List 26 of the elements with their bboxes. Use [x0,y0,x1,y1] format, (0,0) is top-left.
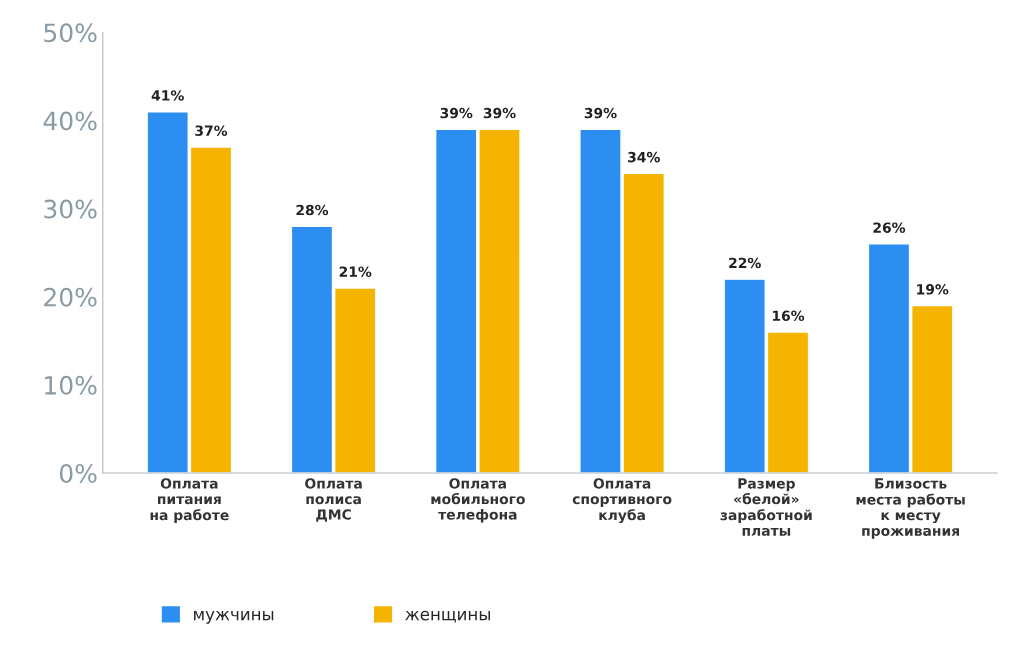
y-tick-label: 50% [44,23,97,43]
text: 39% [483,107,516,119]
legend-label: мужчины [194,610,274,624]
x-tick-label: Оплата полиса ДМС [305,478,362,522]
text: 39% [440,107,473,119]
legend-label: женщины [405,610,490,623]
text: 16% [772,310,805,322]
text: 22% [729,257,761,269]
text: 37% [195,125,228,136]
text: 39% [584,107,617,119]
text: 21% [339,266,372,277]
text: 28% [296,204,329,216]
y-tick-label: 30% [44,199,97,219]
x-tick-label: Оплата питания на работе [150,478,229,523]
x-tick-label: Оплата мобильного телефона [431,478,525,523]
x-tick-label: Оплата спортивного клуба [572,478,672,524]
y-tick-label: 10% [45,375,97,395]
text: 26% [873,222,906,233]
x-tick-label: Близость места работы к месту проживания [856,478,965,539]
y-tick-label: 0% [59,463,97,483]
y-tick-label: 20% [44,287,97,307]
x-tick-label: Размер «белой» заработной платы [720,478,812,536]
text: 41% [151,90,184,101]
y-tick-label: 40% [43,111,97,131]
text: 34% [628,151,660,163]
text: 19% [917,284,949,295]
